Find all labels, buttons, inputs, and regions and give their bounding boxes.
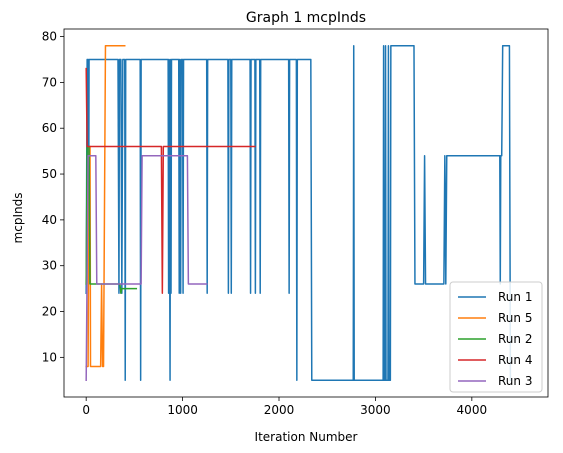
x-tick-label: 0 (82, 403, 90, 417)
y-axis-title: mcpInds (11, 193, 25, 244)
y-tick-label: 10 (42, 350, 57, 364)
y-tick-label: 40 (42, 213, 57, 227)
y-tick-label: 80 (42, 30, 57, 44)
legend: Run 1 Run 5 Run 2 Run 4 Run 3 (449, 281, 543, 393)
legend-label: Run 2 (498, 332, 532, 346)
x-axis-title: Iteration Number (255, 430, 358, 444)
y-tick-label: 30 (42, 259, 57, 273)
legend-label: Run 3 (498, 374, 532, 388)
series-layer (85, 44, 512, 382)
legend-box (449, 281, 543, 393)
y-tick-label: 70 (42, 75, 57, 89)
legend-label: Run 1 (498, 290, 532, 304)
series-line-run-3 (85, 154, 208, 382)
y-tick-label: 20 (42, 305, 57, 319)
series-line-run-4 (85, 67, 256, 294)
y-tick-label: 50 (42, 167, 57, 181)
legend-label: Run 4 (498, 353, 532, 367)
x-tick-label: 3000 (360, 403, 391, 417)
legend-label: Run 5 (498, 311, 532, 325)
series-line-run-1 (85, 44, 512, 382)
plot-frame (63, 28, 549, 398)
axes-layer: 0 1000 2000 3000 4000 10 20 30 40 50 60 70 80 (42, 28, 549, 417)
x-tick-label: 1000 (167, 403, 198, 417)
y-tick-label: 60 (42, 121, 57, 135)
series-line-run-5 (85, 44, 126, 368)
chart-title: Graph 1 mcpInds (246, 10, 366, 26)
x-tick-label: 4000 (457, 403, 488, 417)
x-tick-label: 2000 (264, 403, 295, 417)
